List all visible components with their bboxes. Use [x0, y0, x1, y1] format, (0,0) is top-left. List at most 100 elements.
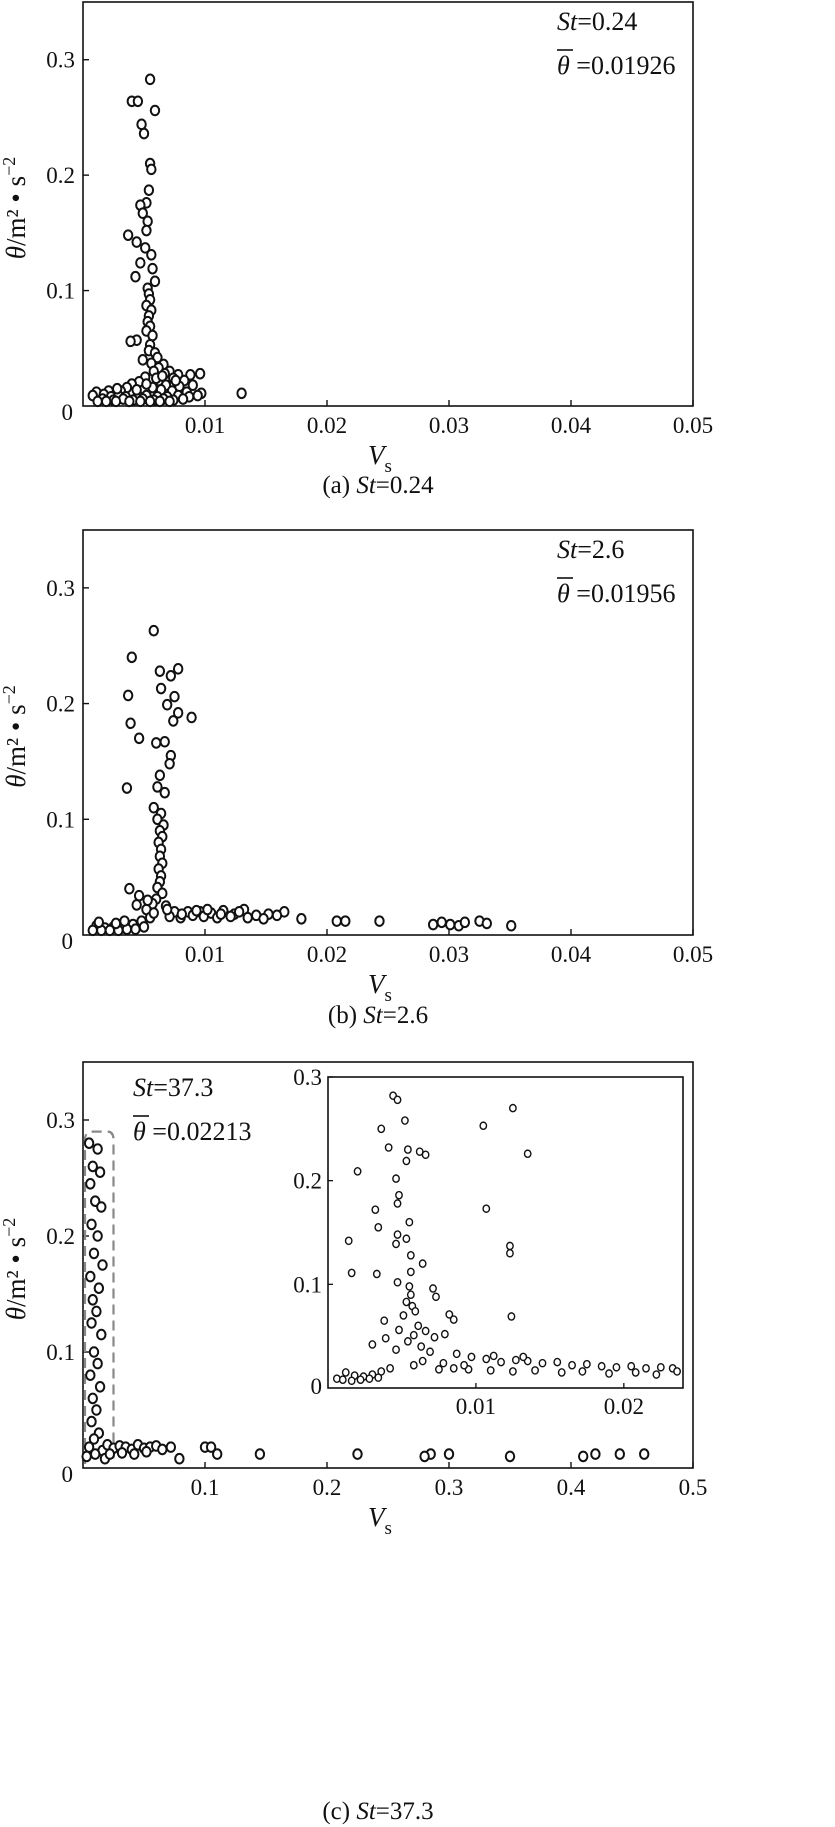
origin-label: 0 [62, 1462, 74, 1487]
inset-data-point [597, 1361, 606, 1371]
data-point [87, 924, 98, 937]
inset-data-point [374, 1373, 383, 1382]
data-point [296, 913, 307, 925]
data-point [86, 1317, 97, 1329]
y-axis-label: θ/m² • s−2 [0, 685, 31, 787]
inset-data-point [414, 1321, 423, 1331]
data-point [352, 1448, 363, 1460]
data-point [148, 624, 159, 637]
data-point [119, 915, 130, 927]
data-point [88, 1346, 100, 1358]
x-axis-label: Vs [368, 440, 392, 477]
data-point [135, 395, 146, 408]
inset-data-point [421, 1150, 430, 1160]
data-point [93, 1282, 105, 1294]
inset-data-point [538, 1358, 547, 1368]
inset-data-point [392, 1239, 400, 1249]
inset-data-point [673, 1367, 681, 1376]
data-point [144, 395, 156, 408]
y-tick-label: 0.3 [46, 1108, 75, 1133]
mean-theta-annotation: θ =0.01926 [557, 51, 675, 80]
data-point [90, 1448, 101, 1460]
data-point [481, 917, 493, 930]
inset-data-point [440, 1329, 449, 1339]
data-point [110, 917, 122, 930]
inset-data-point [368, 1340, 377, 1349]
panel-caption: (c) St=37.3 [322, 1798, 433, 1825]
inset-data-point [418, 1259, 427, 1268]
data-point [94, 1166, 106, 1178]
data-point [126, 651, 138, 664]
data-point [146, 163, 157, 176]
y-tick-label: 0.2 [46, 163, 75, 188]
data-point [191, 904, 202, 917]
data-point [186, 711, 197, 724]
chart-panel-1: 0.01 0.02 0.03 0.04 0.05 0.1 0.2 0.3 0 Vs θ/m² • s… [0, 529, 713, 1029]
data-point [141, 1445, 152, 1458]
data-point [172, 707, 184, 719]
data-point [87, 1294, 98, 1306]
plot-frame [82, 1061, 694, 1469]
data-point [254, 1448, 266, 1460]
inset-data-point [381, 1333, 390, 1343]
inset-data-point [401, 1116, 409, 1125]
data-point [85, 1178, 96, 1190]
data-point [202, 903, 213, 916]
y-tick-label: 0.1 [46, 807, 75, 832]
inset-data-point [489, 1351, 498, 1361]
x-tick-label: 0.02 [307, 942, 347, 967]
panel-caption: (a) St=0.24 [322, 472, 434, 499]
inset-data-point [402, 1297, 411, 1307]
x-tick-label: 0.04 [551, 942, 592, 967]
inset-data-point [508, 1367, 517, 1376]
data-point [144, 73, 156, 86]
data-point [135, 257, 146, 269]
data-point [445, 918, 456, 931]
x-tick-label: 0.2 [313, 1475, 342, 1500]
inset-data-point [449, 1315, 458, 1324]
data-point [233, 906, 245, 918]
data-point [443, 1448, 455, 1460]
y-tick-label: 0.2 [46, 692, 75, 717]
data-point [164, 395, 175, 408]
data-point [194, 367, 206, 380]
data-point [88, 1247, 100, 1260]
inset-data-point [405, 1282, 414, 1291]
data-point [165, 670, 177, 682]
data-point [124, 395, 135, 408]
data-point [161, 698, 173, 711]
data-point [143, 184, 155, 196]
inset-data-point [656, 1362, 665, 1372]
data-point [147, 262, 158, 275]
data-point [116, 1447, 128, 1459]
data-point [242, 911, 253, 924]
panel-caption: (b) St=2.6 [328, 1002, 428, 1029]
x-tick-label: 0.03 [429, 942, 469, 967]
data-point [104, 1448, 116, 1460]
stokes-number-annotation: St=2.6 [557, 535, 624, 564]
inset-data-point [393, 1199, 402, 1208]
inset-data-point [374, 1223, 383, 1232]
inset-data-point [445, 1310, 454, 1319]
inset-data-point [393, 1277, 402, 1287]
inset-origin-label: 0 [311, 1374, 323, 1399]
data-point [85, 1369, 96, 1381]
inset-data-point [497, 1357, 505, 1367]
data-point [161, 903, 173, 916]
inset-data-point [409, 1330, 418, 1340]
inset-data-point [452, 1349, 461, 1359]
data-point [187, 379, 199, 392]
data-point [96, 1201, 107, 1213]
inset-data-point [523, 1149, 532, 1159]
x-tick-label: 0.05 [673, 413, 713, 438]
y-tick-label: 0.1 [46, 279, 75, 304]
inset-data-point [403, 1145, 412, 1154]
inset-data-point [347, 1376, 356, 1386]
x-axis-label: Vs [368, 969, 392, 1006]
inset-data-point [506, 1248, 514, 1258]
data-point [340, 915, 351, 927]
data-point [132, 95, 144, 108]
inset-data-point [356, 1375, 365, 1385]
inset-data-point [405, 1217, 414, 1227]
data-point [85, 1270, 96, 1283]
